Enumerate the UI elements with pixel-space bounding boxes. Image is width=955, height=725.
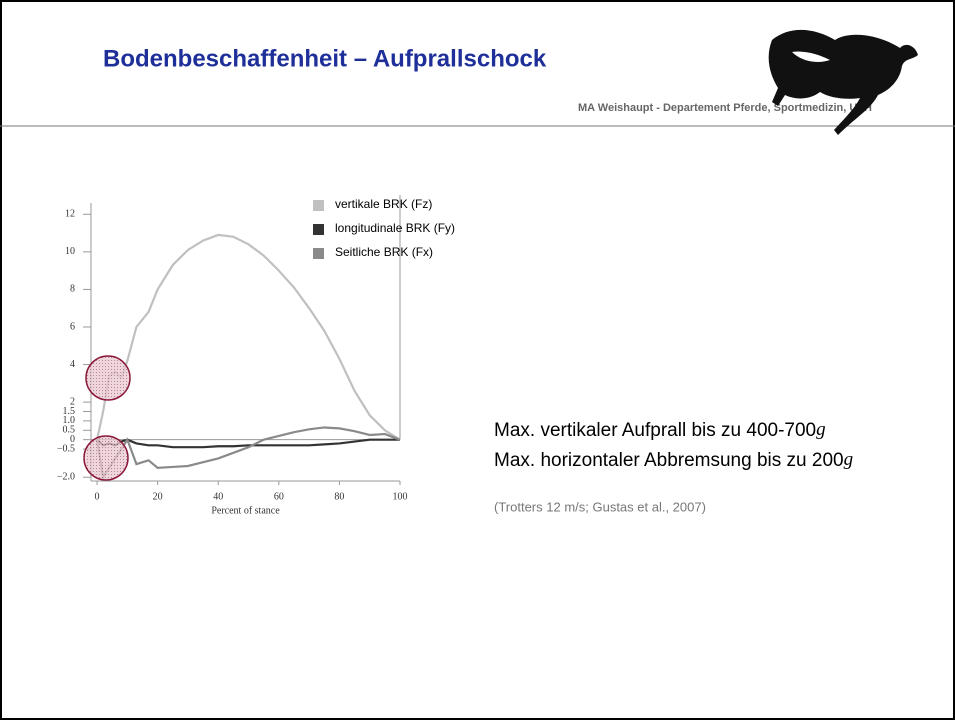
y-tick-label: −0.5	[57, 443, 75, 454]
series-line	[95, 233, 401, 441]
legend-swatch	[313, 224, 324, 235]
body-text: Max. horizontaler Abbremsung bis zu 200	[494, 450, 844, 471]
legend-swatch	[313, 248, 324, 259]
y-tick-label: 2	[70, 396, 75, 407]
horse-logo	[768, 29, 918, 135]
legend-label: longitudinale BRK (Fy)	[335, 221, 455, 235]
body-text: Max. vertikaler Aufprall bis zu 400-700	[494, 420, 816, 441]
x-tick-label: 80	[334, 491, 344, 502]
x-tick-label: 100	[393, 491, 408, 502]
y-tick-label: 6	[70, 321, 75, 332]
y-tick-label: 4	[70, 359, 75, 370]
y-tick-label: 0	[70, 434, 75, 445]
body-line: Max. horizontaler Abbremsung bis zu 200g	[494, 449, 853, 471]
x-tick-label: 20	[153, 491, 163, 502]
slide-subtitle: MA Weishaupt - Departement Pferde, Sport…	[578, 102, 872, 114]
y-tick-label: 10	[65, 246, 75, 257]
unit: g	[844, 449, 854, 470]
legend-label: Seitliche BRK (Fx)	[335, 245, 433, 259]
x-tick-label: 40	[213, 491, 223, 502]
series-line	[95, 426, 401, 481]
legend-swatch	[313, 200, 324, 211]
highlight-circle	[83, 435, 129, 481]
y-tick-label: 1.0	[63, 415, 76, 426]
body-line: Max. vertikaler Aufprall bis zu 400-700g	[494, 419, 826, 441]
unit: g	[816, 419, 826, 440]
x-tick-label: 60	[274, 491, 284, 502]
y-tick-label: 8	[70, 284, 75, 295]
y-tick-label: 1.5	[63, 406, 76, 417]
highlight-circle	[85, 355, 131, 401]
y-tick-label: −2.0	[57, 472, 75, 483]
y-tick-label: 12	[65, 209, 75, 220]
legend-label: vertikale BRK (Fz)	[335, 197, 432, 211]
y-tick-label: 0.5	[63, 425, 76, 436]
slide-title: Bodenbeschaffenheit – Aufprallschock	[103, 45, 547, 72]
x-tick-label: 0	[95, 491, 100, 502]
citation: (Trotters 12 m/s; Gustas et al., 2007)	[494, 499, 706, 514]
x-axis-label: Percent of stance	[211, 505, 280, 516]
